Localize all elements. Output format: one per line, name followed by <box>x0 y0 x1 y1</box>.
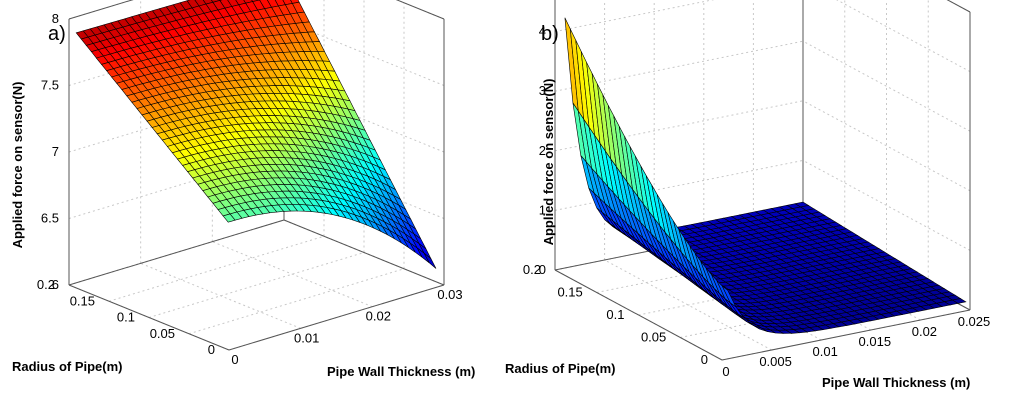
surface-patch <box>423 252 437 269</box>
z-tick-label: 3 <box>539 83 546 98</box>
axis-box-edge-2 <box>68 219 285 286</box>
axis-box-edge-1 <box>228 284 445 351</box>
x-tick-label: 0.15 <box>70 293 95 308</box>
grid-line-18 <box>554 159 804 211</box>
z-tick-label: 7 <box>52 144 59 159</box>
axis-box-edge-8 <box>395 0 445 20</box>
y-tick-label: 0 <box>231 352 238 367</box>
x-tick-label: 0.15 <box>557 285 582 300</box>
x-tick-label: 0.2 <box>523 262 541 277</box>
z-tick-label: 4 <box>539 24 546 39</box>
panel-a-ticks: 0 0.05 0.1 0.15 0.2 0 0.01 0.02 0.03 6 6.5 7 7.5 8 <box>37 11 463 367</box>
grid-line-7 <box>212 241 373 308</box>
grid-line-21 <box>554 0 715 33</box>
y-tick-label: 0 <box>722 364 729 379</box>
y-tick-label: 0.01 <box>813 344 838 359</box>
z-tick-label: 7.5 <box>41 78 59 93</box>
axis-box-edge-0 <box>554 269 723 361</box>
axis-box-edge-3 <box>283 219 445 286</box>
panel-b-y-axis-label: Pipe Wall Thickness (m) <box>822 375 970 390</box>
panel-b: 00.050.10.150.200.0050.010.0150.020.0250… <box>505 0 990 390</box>
x-tick-label: 0 <box>701 352 708 367</box>
y-tick-label: 0.02 <box>912 324 937 339</box>
panel-b-z-axis-label: Applied force on sensor(N) <box>541 79 556 246</box>
panel-a: 0 0.05 0.1 0.15 0.2 0 0.01 0.02 0.03 6 6.5 7 7.5 8 a)… <box>10 0 475 379</box>
y-tick-label: 0.025 <box>958 314 991 329</box>
panel-a-x-axis-label: Radius of Pipe(m) <box>12 359 123 374</box>
grid-line-26 <box>283 20 445 86</box>
y-tick-label: 0.02 <box>366 309 391 324</box>
grid-line-29 <box>802 159 971 251</box>
panel-b-label: b) <box>541 23 559 45</box>
axis-box-edge-8 <box>946 0 971 13</box>
x-tick-label: 0.1 <box>117 310 135 325</box>
axis-box-edge-0 <box>68 284 230 351</box>
panel-a-y-axis-label: Pipe Wall Thickness (m) <box>327 364 475 379</box>
y-tick-label: 0.015 <box>859 334 892 349</box>
panel-a-label: a) <box>48 23 66 45</box>
panel-b-ticks: 00.050.10.150.200.0050.010.0150.020.0250… <box>523 24 991 379</box>
z-tick-label: 8 <box>52 11 59 26</box>
grid-line-33 <box>946 0 971 13</box>
grid-line-3 <box>108 235 325 302</box>
grid-line-30 <box>802 100 971 192</box>
y-tick-label: 0.03 <box>437 287 462 302</box>
grid-line-32 <box>836 0 971 73</box>
grid-line-6 <box>604 259 772 351</box>
z-tick-label: 0 <box>539 262 546 277</box>
axis-box-edge-1 <box>721 309 971 361</box>
grid-line-25 <box>283 86 445 153</box>
z-tick-label: 1 <box>539 202 546 217</box>
grid-line-19 <box>554 100 804 152</box>
grid-line-20 <box>554 40 804 92</box>
x-tick-label: 0 <box>208 342 215 357</box>
axis-box-edge-7 <box>68 0 134 20</box>
grid-line-2 <box>148 252 365 318</box>
surface-patch <box>222 213 236 223</box>
y-tick-label: 0.01 <box>294 330 319 345</box>
z-tick-label: 2 <box>539 143 546 158</box>
grid-line-31 <box>802 40 971 132</box>
z-tick-label: 6.5 <box>41 211 59 226</box>
z-tick-label: 6 <box>52 277 59 292</box>
panel-a-z-axis-label: Applied force on sensor(N) <box>10 82 25 249</box>
x-tick-label: 0.1 <box>606 307 624 322</box>
grid-line-6 <box>140 262 301 329</box>
x-tick-label: 0.05 <box>150 326 175 341</box>
x-tick-label: 0.05 <box>641 330 666 345</box>
panel-b-x-axis-label: Radius of Pipe(m) <box>505 361 616 376</box>
panel-b-surface <box>564 17 967 334</box>
panel-a-surface <box>75 0 437 269</box>
x-tick-label: 0.2 <box>37 277 55 292</box>
y-tick-label: 0.005 <box>759 354 792 369</box>
surface-patch <box>722 285 737 308</box>
grid-line-1 <box>188 268 405 335</box>
